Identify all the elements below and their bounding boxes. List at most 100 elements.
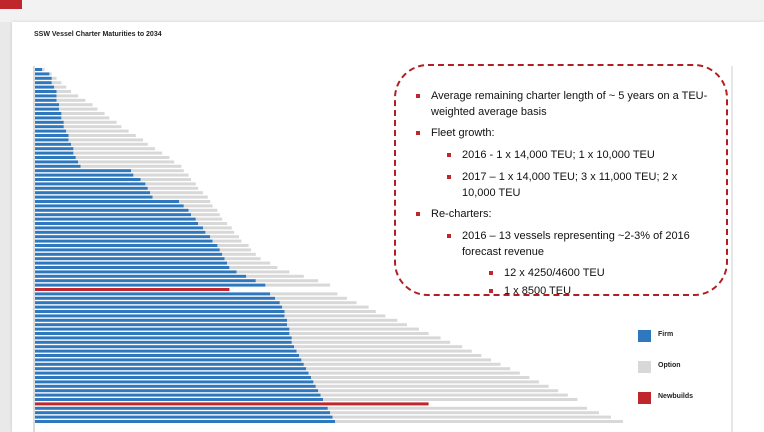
bar-firm-61 [35, 332, 290, 335]
bar-firm-8 [35, 98, 57, 102]
bar-option-12 [61, 116, 110, 120]
brand-accent [0, 0, 22, 9]
bar-firm-17 [35, 138, 69, 142]
bar-option-17 [68, 138, 143, 142]
bar-option-37 [203, 226, 232, 230]
callout-box: Average remaining charter length of ~ 5 … [394, 64, 728, 299]
bar-firm-46 [35, 266, 230, 269]
bar-firm-52 [35, 292, 271, 296]
bar-option-8 [56, 98, 86, 102]
bar-firm-40 [35, 239, 213, 243]
bar-option-49 [255, 279, 319, 283]
bar-firm-76 [35, 398, 323, 401]
bar-option-39 [210, 235, 239, 239]
bar-option-60 [289, 327, 419, 331]
bar-option-27 [145, 182, 196, 186]
bar-option-45 [227, 261, 271, 265]
bar-option-6 [56, 90, 71, 93]
bar-firm-9 [35, 103, 59, 107]
bar-firm-74 [35, 389, 319, 393]
bar-option-38 [205, 230, 235, 234]
bar-firm-1 [35, 68, 43, 71]
bar-firm-37 [35, 226, 203, 230]
bar-firm-81 [35, 420, 335, 423]
bar-option-5 [54, 85, 67, 89]
callout-bullet-3: Re-charters: [416, 206, 711, 222]
bar-option-44 [224, 257, 261, 261]
bar-firm-34 [35, 213, 191, 217]
bar-firm-28 [35, 186, 148, 190]
bar-option-3 [51, 76, 57, 80]
bar-firm-47 [35, 270, 237, 274]
bar-firm-2 [35, 72, 50, 76]
bar-firm-39 [35, 235, 211, 239]
bar-firm-53 [35, 296, 275, 300]
bar-firm-36 [35, 222, 199, 225]
bar-option-14 [63, 125, 122, 129]
bar-firm-78 [35, 406, 328, 410]
bar-firm-66 [35, 354, 299, 357]
bar-firm-18 [35, 142, 71, 146]
bar-option-74 [318, 389, 559, 393]
bar-firm-64 [35, 345, 295, 349]
legend-firm-label: Firm [658, 331, 674, 338]
bar-option-15 [66, 129, 129, 133]
bar-option-29 [150, 191, 203, 195]
callout-subbullet-1: 2016 - 1 x 14,000 TEU; 1 x 10,000 TEU [447, 147, 712, 163]
bar-option-36 [198, 222, 227, 225]
bar-firm-21 [35, 156, 76, 159]
bar-option-75 [320, 393, 568, 397]
bar-option-79 [330, 411, 599, 415]
bar-firm-55 [35, 305, 283, 309]
bar-firm-79 [35, 411, 331, 415]
bar-firm-24 [35, 169, 131, 173]
bar-option-63 [291, 340, 451, 344]
bar-firm-25 [35, 173, 134, 177]
bar-firm-5 [35, 85, 55, 89]
bar-firm-72 [35, 380, 314, 384]
callout-subbullet-2: 2017 – 1 x 14,000 TEU; 3 x 11,000 TEU; 2… [447, 169, 692, 201]
callout-bullet-1: Average remaining charter length of ~ 5 … [416, 88, 711, 120]
bar-option-70 [308, 371, 520, 375]
slide: SSW Vessel Charter Maturities to 2034 Av… [12, 22, 764, 432]
bar-option-2 [49, 72, 52, 76]
callout-subbullet-3: 2016 – 13 vessels representing ~2-3% of … [447, 228, 717, 260]
slide-title: SSW Vessel Charter Maturities to 2034 [34, 31, 162, 38]
bar-firm-70 [35, 371, 309, 375]
bar-option-1 [42, 68, 45, 71]
bar-firm-71 [35, 376, 311, 379]
bar-firm-49 [35, 279, 256, 283]
bar-firm-33 [35, 208, 189, 212]
bar-firm-4 [35, 81, 52, 85]
bar-option-59 [287, 323, 407, 327]
callout-subsub-1: 12 x 4250/4600 TEU [489, 265, 704, 281]
bar-option-11 [61, 112, 105, 115]
bar-option-58 [287, 318, 398, 322]
bar-option-33 [188, 208, 218, 212]
bar-option-23 [80, 164, 182, 168]
bar-firm-29 [35, 191, 151, 195]
bar-firm-16 [35, 134, 69, 137]
bar-firm-50 [35, 283, 266, 287]
bar-firm-32 [35, 204, 184, 208]
bar-firm-62 [35, 336, 292, 340]
bar-firm-20 [35, 151, 74, 155]
bar-firm-19 [35, 147, 74, 151]
top-stripe [0, 0, 764, 22]
bar-firm-80 [35, 415, 333, 419]
legend-option-swatch [638, 361, 651, 373]
bar-option-64 [294, 345, 463, 349]
bar-option-65 [296, 349, 472, 353]
bar-firm-22 [35, 160, 79, 164]
legend-option-label: Option [658, 362, 681, 369]
bar-firm-11 [35, 112, 62, 115]
bar-newbuild-51 [35, 288, 230, 291]
bar-option-72 [313, 380, 539, 384]
bar-option-30 [152, 195, 208, 199]
bar-firm-48 [35, 274, 247, 278]
bar-option-57 [284, 314, 386, 318]
bar-firm-57 [35, 314, 285, 318]
bar-firm-68 [35, 362, 304, 366]
callout-subsub-2: 1 x 8500 TEU [489, 283, 704, 299]
bar-option-71 [311, 376, 530, 379]
